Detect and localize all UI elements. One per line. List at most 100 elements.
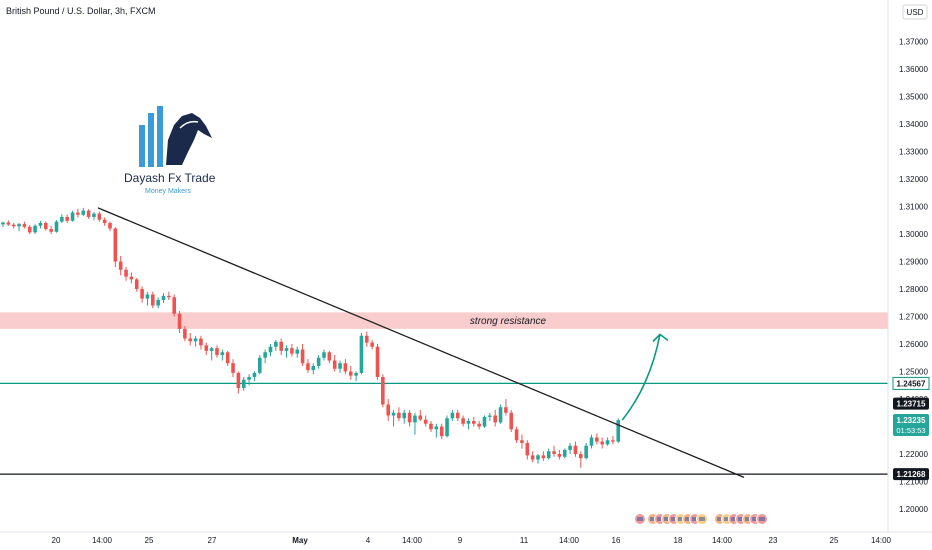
high-price-label-bg <box>893 397 929 410</box>
candle <box>322 349 326 361</box>
candle <box>589 434 594 449</box>
candle <box>11 223 16 229</box>
support-price-border <box>892 376 930 390</box>
candle <box>536 454 540 464</box>
time-axis[interactable] <box>0 532 932 550</box>
candle-body <box>108 223 112 229</box>
candle-body <box>584 445 588 459</box>
candle <box>418 410 423 421</box>
candle-body <box>172 297 176 314</box>
price-tick-label: 1.27000 <box>899 313 928 322</box>
candle-body <box>413 415 417 423</box>
resistance-label: strong resistance <box>470 316 547 327</box>
candle <box>129 272 134 284</box>
candle-body <box>429 423 433 430</box>
candle <box>472 416 476 427</box>
candle <box>605 437 610 446</box>
currency-selector[interactable] <box>902 4 928 20</box>
price-tick-label: 1.36000 <box>899 65 928 74</box>
candle-body <box>70 212 75 221</box>
candle-body <box>295 349 300 354</box>
candle-body <box>375 346 380 377</box>
candle <box>204 342 209 355</box>
candle <box>86 209 91 219</box>
candle-body <box>231 363 235 373</box>
candle-body <box>557 454 562 457</box>
candle-body <box>193 338 198 342</box>
candle-body <box>220 352 225 355</box>
candle-body <box>102 219 107 223</box>
trendline[interactable] <box>97 207 745 478</box>
candle <box>188 333 193 346</box>
candle <box>439 423 444 439</box>
candle-body <box>6 222 11 225</box>
candle-body <box>199 338 203 346</box>
candle-body <box>241 379 246 388</box>
candle-body <box>252 372 257 377</box>
price-tick-label: 1.30000 <box>899 230 928 239</box>
candle <box>557 449 562 460</box>
time-tick-label: 11 <box>520 536 529 545</box>
candle <box>498 404 503 424</box>
candle-body <box>263 352 267 358</box>
candle-body <box>188 338 193 342</box>
candle <box>461 415 465 427</box>
event-flag-stripe <box>717 517 723 521</box>
candle-body <box>391 412 396 416</box>
candle-body <box>92 213 96 217</box>
candle-body <box>595 437 599 442</box>
candle <box>343 359 348 375</box>
candle <box>584 443 588 460</box>
candle <box>354 371 358 382</box>
candle <box>118 256 123 276</box>
candle <box>520 434 524 449</box>
candle <box>193 335 198 347</box>
candle-body <box>482 416 487 427</box>
price-axis[interactable] <box>888 0 932 550</box>
time-tick-label: 18 <box>674 536 683 545</box>
logo-name: Dayash Fx Trade <box>124 171 216 185</box>
last-price-label: 1.23235 <box>897 416 926 425</box>
candle-body <box>439 426 444 437</box>
event-flag-stripe <box>671 517 677 521</box>
candle <box>172 294 176 317</box>
candle <box>54 220 59 233</box>
candle <box>579 451 583 468</box>
economic-events[interactable] <box>634 513 768 525</box>
candle-body <box>215 348 219 355</box>
candle <box>6 220 11 226</box>
candle-body <box>81 210 86 215</box>
candle-body <box>236 372 241 388</box>
symbol-title: British Pound / U.S. Dollar, 3h, FXCM <box>6 6 156 16</box>
candle-body <box>332 360 337 369</box>
candle <box>231 359 235 377</box>
candle <box>274 339 278 351</box>
candle <box>530 451 535 463</box>
candle <box>573 441 578 457</box>
price-tick-label: 1.20000 <box>899 505 928 514</box>
candle-body <box>552 451 556 454</box>
dayash-logo: Dayash Fx Trade Money Makers <box>124 106 216 195</box>
candle <box>44 221 48 231</box>
time-tick-label: 14:00 <box>559 536 580 545</box>
candle <box>113 227 118 267</box>
candle-body <box>17 224 21 227</box>
candle <box>161 293 166 303</box>
candle <box>81 207 86 217</box>
candle <box>306 359 310 373</box>
candle-body <box>300 349 305 364</box>
candle-body <box>359 335 364 373</box>
time-tick-label: 25 <box>830 536 839 545</box>
candle <box>423 415 428 427</box>
event-flag-stripe <box>657 517 663 521</box>
candle <box>514 426 519 443</box>
candle <box>65 214 69 223</box>
candle <box>509 410 514 432</box>
candle-body <box>49 229 53 232</box>
candle <box>375 344 380 380</box>
candle-body <box>616 420 621 442</box>
lower-price-label: 1.21268 <box>897 470 926 479</box>
candle-body <box>562 449 567 457</box>
candle-body <box>161 295 166 300</box>
